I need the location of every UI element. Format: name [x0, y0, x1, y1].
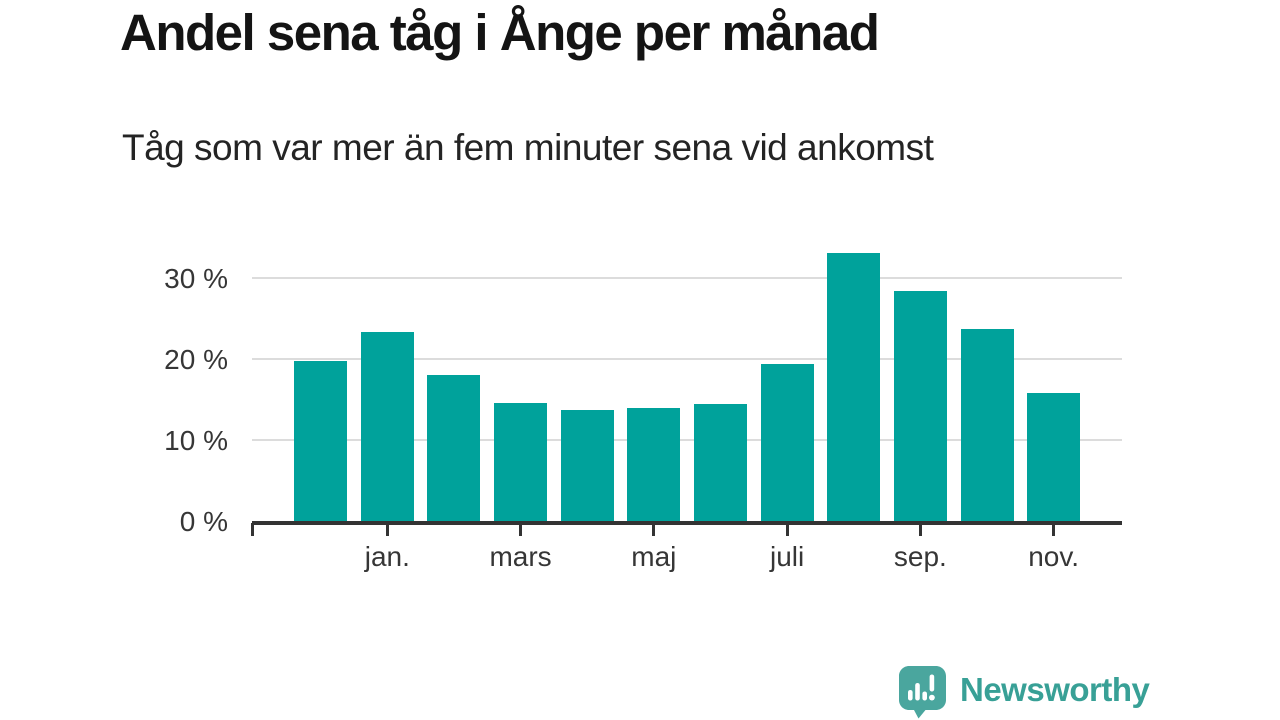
bar-4-mars: [494, 402, 548, 521]
x-tick-nov: [1052, 523, 1056, 536]
logo-bar-2: [915, 683, 920, 701]
x-tick-maj: [652, 523, 656, 536]
x-label-nov: nov.: [1028, 541, 1080, 572]
x-axis-line: [252, 521, 1122, 525]
bar-8-juli: [760, 364, 814, 521]
plot-area: [250, 238, 1122, 536]
x-label-juli: juli: [769, 541, 805, 572]
bar-3: [427, 374, 481, 521]
bar-5: [560, 410, 614, 521]
bar-7: [693, 403, 747, 521]
bar-9: [827, 252, 881, 521]
x-label-maj: maj: [631, 541, 677, 572]
bar-6-maj: [627, 407, 681, 521]
x-label-sep: sep.: [893, 541, 947, 572]
x-tick-sep: [918, 523, 922, 536]
newsworthy-bubble-icon: [899, 666, 946, 719]
bar-2-jan: [360, 331, 414, 521]
gridline-10: [252, 439, 1122, 442]
chart-subtitle: Tåg som var mer än fem minuter sena vid …: [122, 127, 934, 168]
newsworthy-logo-text: Newsworthy: [960, 671, 1150, 708]
x-tick-mars: [519, 523, 523, 536]
gridline-30: [252, 277, 1122, 280]
bar-11: [960, 328, 1014, 521]
logo-exclamation-bar: [929, 674, 935, 692]
y-label-10: 10 %: [164, 425, 228, 457]
x-tick-origin: [250, 523, 254, 536]
newsworthy-logo: Newsworthy: [898, 665, 1150, 719]
y-label-0: 0 %: [179, 506, 228, 537]
bar-12-nov: [1027, 393, 1081, 521]
logo-bar-3: [922, 691, 927, 701]
bar-10-sep: [893, 290, 947, 521]
logo-bar-1: [908, 690, 913, 701]
x-label-mars: mars: [489, 541, 552, 572]
x-tick-juli: [785, 523, 789, 536]
logo-exclamation-dot: [929, 694, 935, 701]
y-label-20: 20 %: [164, 344, 228, 376]
y-label-30: 30 %: [164, 263, 228, 295]
x-label-jan: jan.: [364, 541, 410, 572]
gridline-20: [252, 358, 1122, 361]
bar-1: [294, 360, 348, 521]
chart-title: Andel sena tåg i Ånge per månad: [120, 4, 880, 61]
x-tick-jan: [385, 523, 389, 536]
